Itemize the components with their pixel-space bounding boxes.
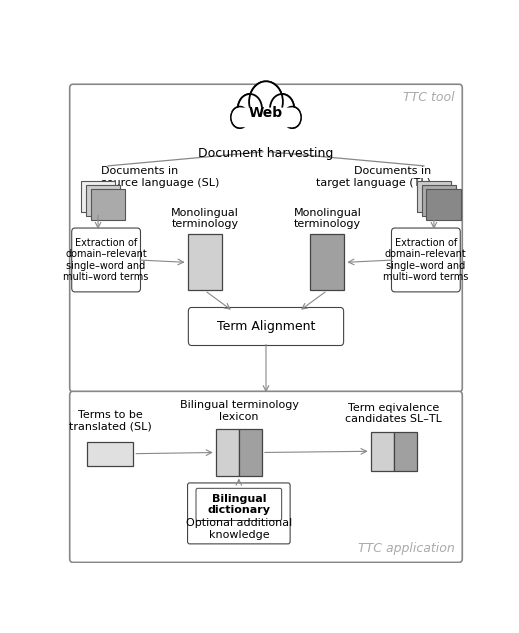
FancyBboxPatch shape [187,483,290,544]
Circle shape [270,94,294,123]
Bar [239,429,262,475]
Circle shape [284,108,301,127]
Text: TTC application: TTC application [358,542,455,555]
Polygon shape [233,108,299,127]
Text: Web: Web [249,106,283,120]
Circle shape [239,95,261,122]
Bar [187,234,222,291]
Bar [87,442,133,466]
Bar [86,185,120,216]
Text: Bilingual terminology
lexicon: Bilingual terminology lexicon [180,401,298,422]
Bar [216,429,239,475]
Bar [417,181,451,213]
Text: Documents in
source language (SL): Documents in source language (SL) [101,166,220,188]
Circle shape [238,94,262,123]
FancyBboxPatch shape [70,84,462,392]
Circle shape [249,81,283,122]
Circle shape [283,107,301,128]
Bar [427,189,461,220]
Bar [394,432,417,471]
Text: Terms to be
translated (SL): Terms to be translated (SL) [69,410,152,432]
Text: Extraction of
domain–relevant
single–word and
multi–word terms: Extraction of domain–relevant single–wor… [383,237,469,282]
FancyBboxPatch shape [196,488,282,520]
Text: Extraction of
domain–relevant
single–word and
multi–word terms: Extraction of domain–relevant single–wor… [63,237,149,282]
FancyBboxPatch shape [70,391,462,562]
Circle shape [231,108,248,127]
Bar [310,234,345,291]
Circle shape [251,83,281,121]
Text: Bilingual
dictionary: Bilingual dictionary [207,494,270,515]
Polygon shape [231,81,301,128]
FancyBboxPatch shape [391,228,460,292]
Text: Optional additional
knowledge: Optional additional knowledge [186,518,292,539]
Text: Term Alignment: Term Alignment [217,320,315,333]
Text: Document harvesting: Document harvesting [198,147,334,160]
FancyBboxPatch shape [72,228,141,292]
Text: Term eqivalence
candidates SL–TL: Term eqivalence candidates SL–TL [346,403,442,425]
Bar [81,181,115,213]
Bar [371,432,394,471]
Bar [91,189,125,220]
Circle shape [231,107,249,128]
FancyBboxPatch shape [188,308,344,346]
Circle shape [271,95,293,122]
Text: Monolingual
terminology: Monolingual terminology [294,208,361,230]
Text: Monolingual
terminology: Monolingual terminology [171,208,239,230]
Bar [421,185,456,216]
Text: TTC tool: TTC tool [403,91,455,104]
Text: Documents in
target language (TL): Documents in target language (TL) [316,166,431,188]
